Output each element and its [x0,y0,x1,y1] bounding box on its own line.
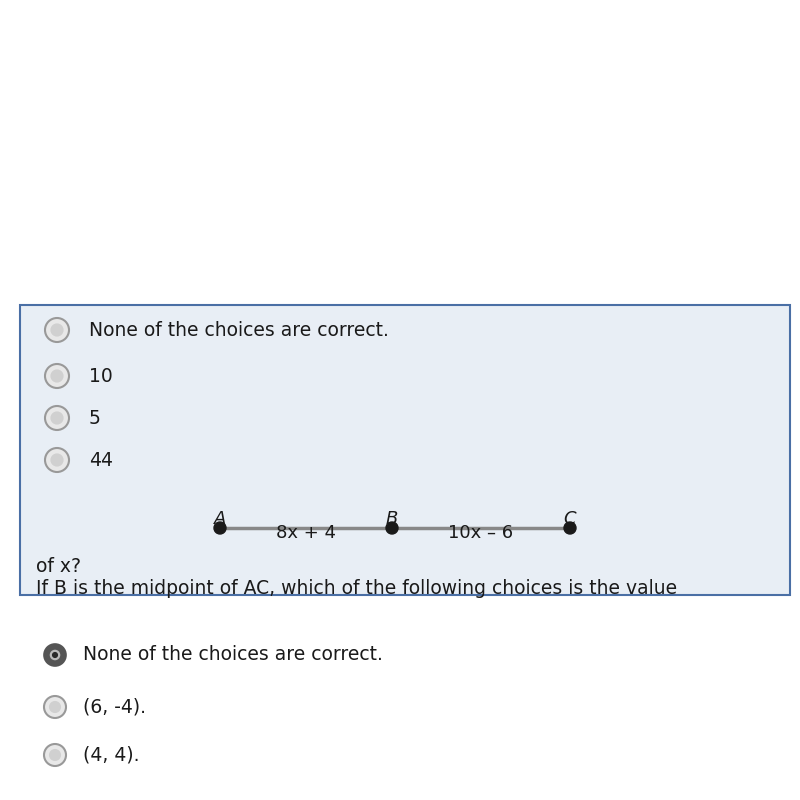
Circle shape [386,522,398,534]
Text: A: A [214,510,226,528]
Circle shape [50,323,64,337]
Circle shape [50,411,64,425]
Text: (4, 4).: (4, 4). [83,746,139,765]
Circle shape [45,364,69,388]
Circle shape [52,652,58,658]
Circle shape [50,650,60,660]
Text: 10x – 6: 10x – 6 [449,524,514,542]
Text: 5: 5 [89,409,101,427]
Circle shape [214,522,226,534]
Text: (6, -4).: (6, -4). [83,698,146,717]
Text: 44: 44 [89,450,113,470]
Circle shape [50,454,64,466]
Circle shape [50,370,64,382]
Circle shape [44,696,66,718]
Circle shape [49,701,61,713]
Circle shape [44,744,66,766]
Text: None of the choices are correct.: None of the choices are correct. [89,321,389,339]
Text: 8x + 4: 8x + 4 [276,524,336,542]
Text: of x?: of x? [36,557,81,576]
Circle shape [45,318,69,342]
Text: B: B [386,510,398,528]
Text: C: C [564,510,576,528]
Text: If B is the midpoint of AC, which of the following choices is the value: If B is the midpoint of AC, which of the… [36,579,677,598]
Text: 10: 10 [89,366,113,386]
FancyBboxPatch shape [20,305,790,595]
Circle shape [49,749,61,761]
Circle shape [44,644,66,666]
Circle shape [45,406,69,430]
Circle shape [45,448,69,472]
Text: None of the choices are correct.: None of the choices are correct. [83,646,383,665]
Circle shape [564,522,576,534]
